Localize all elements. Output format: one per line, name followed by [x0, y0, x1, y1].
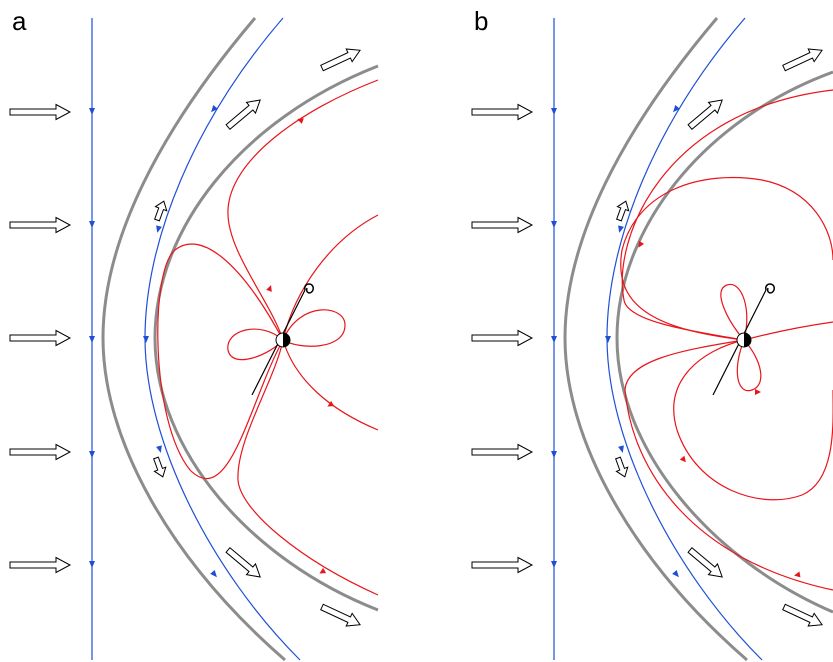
panel-a: a [10, 6, 378, 660]
panel-label: b [474, 6, 488, 36]
figure: a b [0, 0, 833, 662]
panel-label: a [12, 6, 27, 36]
panel-b: b [472, 6, 833, 660]
